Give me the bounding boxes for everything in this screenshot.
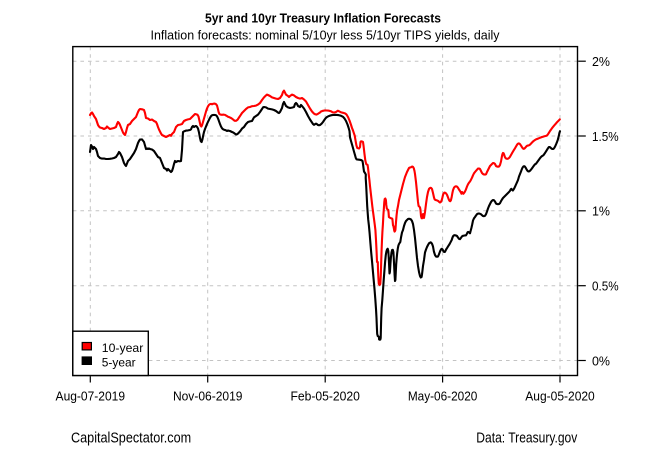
svg-text:5yr and 10yr Treasury Inflatio: 5yr and 10yr Treasury Inflation Forecast… (205, 10, 441, 25)
svg-text:Inflation forecasts: nominal 5: Inflation forecasts: nominal 5/10yr less… (151, 28, 500, 43)
svg-text:May-06-2020: May-06-2020 (408, 389, 478, 404)
svg-text:Data: Treasury.gov: Data: Treasury.gov (476, 430, 578, 446)
svg-text:Aug-05-2020: Aug-05-2020 (525, 389, 595, 404)
svg-text:5-year: 5-year (102, 356, 136, 370)
svg-text:Feb-05-2020: Feb-05-2020 (290, 389, 360, 404)
svg-text:1%: 1% (592, 205, 610, 219)
svg-text:Nov-06-2019: Nov-06-2019 (173, 389, 243, 404)
svg-text:0%: 0% (592, 354, 610, 368)
svg-text:0.5%: 0.5% (592, 280, 619, 294)
svg-text:CapitalSpectator.com: CapitalSpectator.com (71, 430, 191, 446)
svg-text:10-year: 10-year (102, 341, 144, 355)
svg-text:2%: 2% (592, 55, 610, 69)
svg-text:Aug-07-2019: Aug-07-2019 (56, 389, 126, 404)
svg-text:1.5%: 1.5% (592, 130, 619, 144)
